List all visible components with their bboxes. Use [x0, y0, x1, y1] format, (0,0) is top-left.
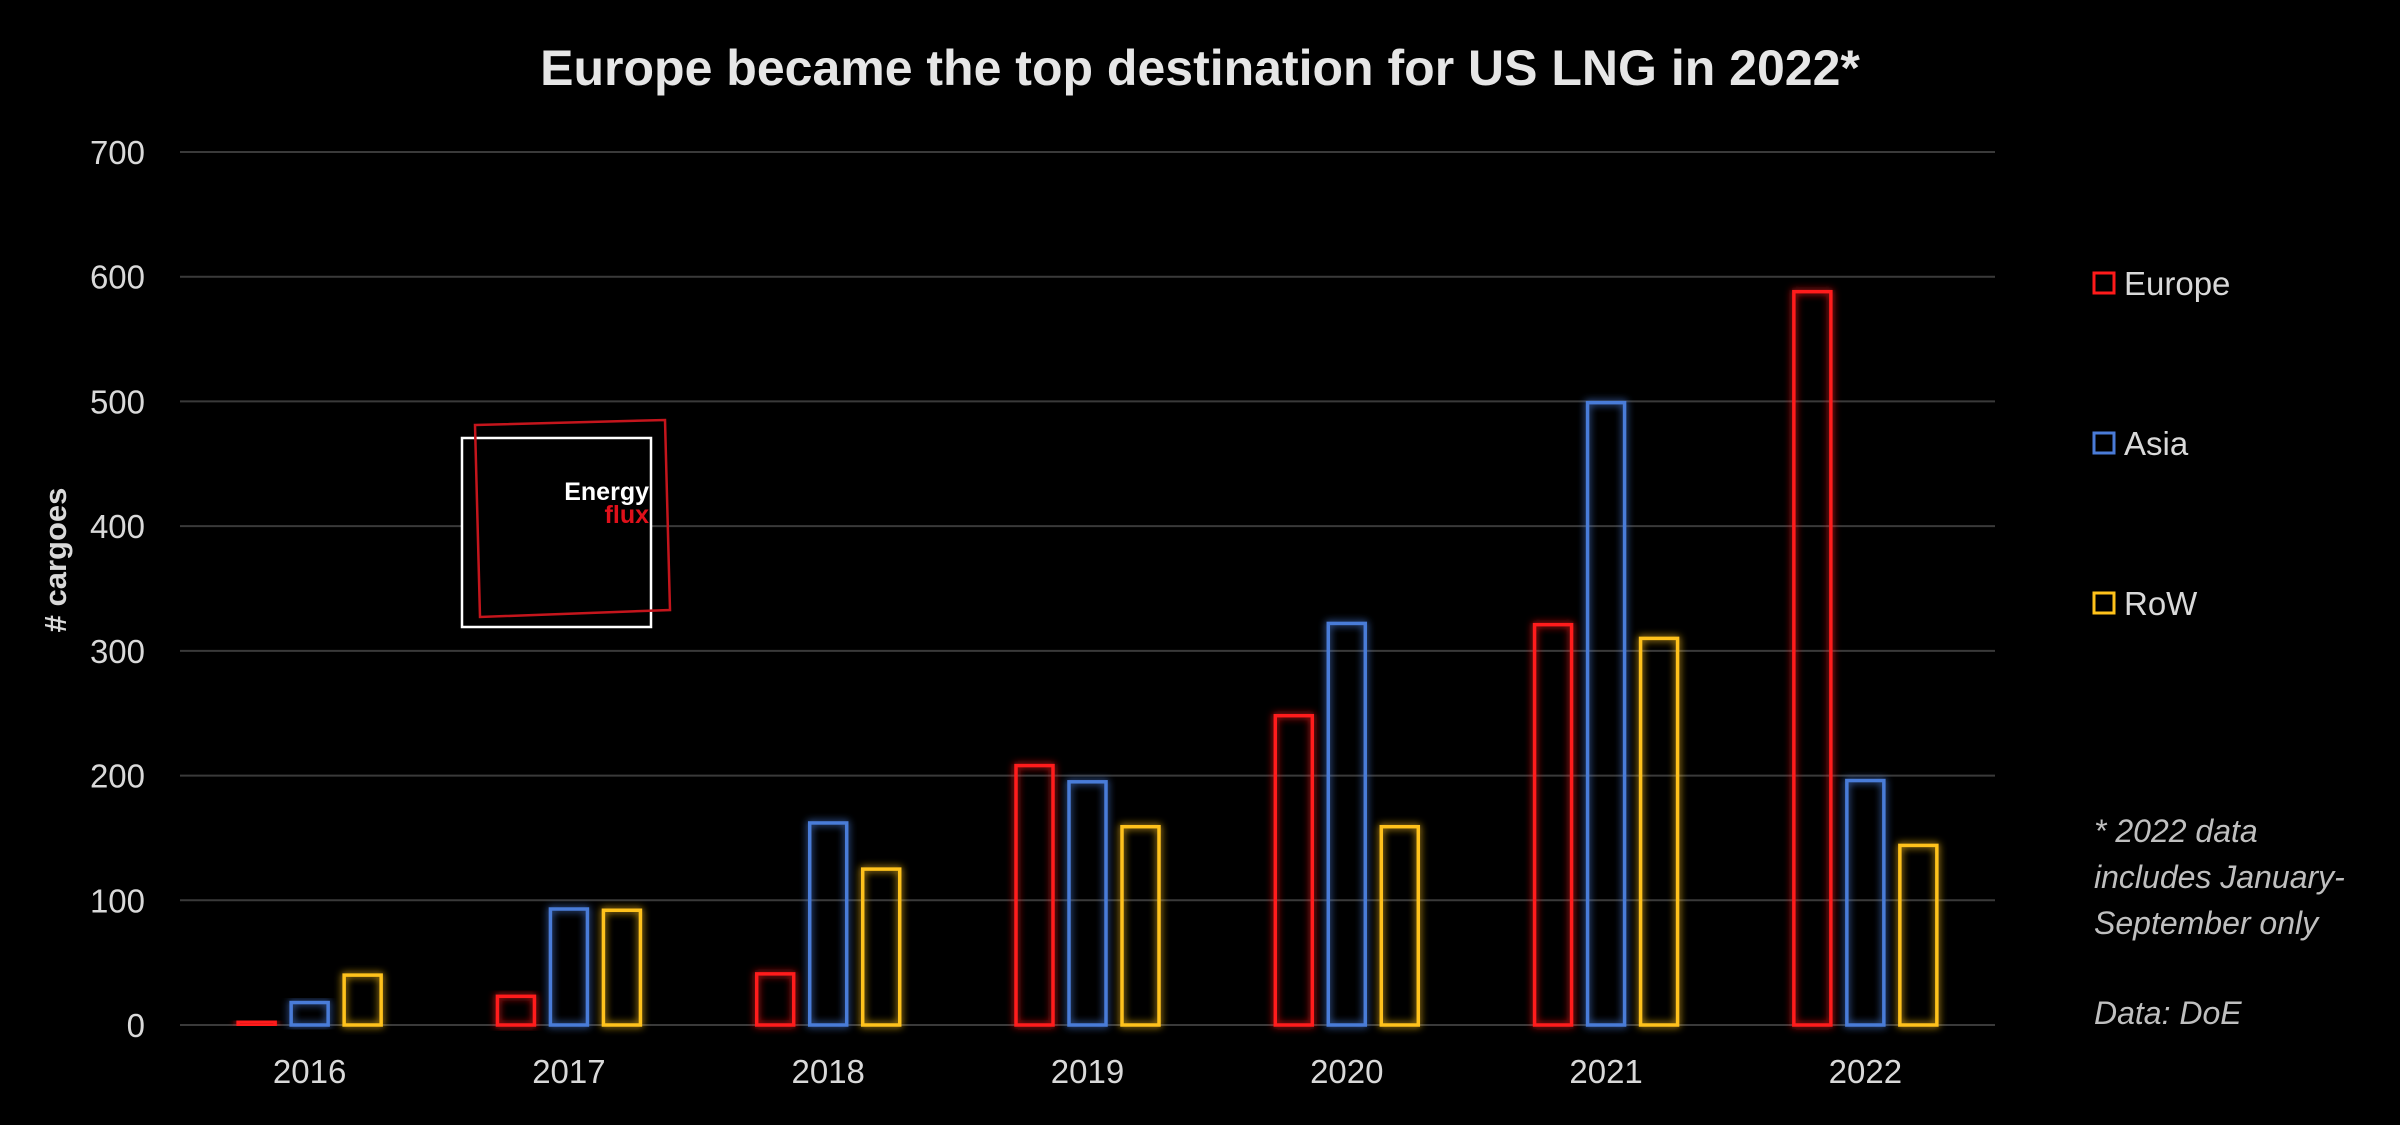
- x-tick-label: 2020: [1310, 1053, 1383, 1090]
- logo-text-energy: Energy: [564, 478, 649, 506]
- bar-europe-2018[interactable]: [754, 972, 796, 1027]
- bar-row-2017[interactable]: [601, 908, 643, 1027]
- bar-row-2021[interactable]: [1638, 636, 1680, 1027]
- legend-swatch-europe: [2092, 271, 2116, 295]
- footnote-line-2: includes January-: [2094, 859, 2345, 895]
- x-tick-label: 2017: [532, 1053, 605, 1090]
- bar-europe-2022[interactable]: [1792, 289, 1833, 1027]
- gridlines: [180, 151, 1995, 1026]
- bar-asia-2020[interactable]: [1326, 621, 1368, 1027]
- bar-row-2022[interactable]: [1898, 843, 1939, 1027]
- bar-row-2019[interactable]: [1120, 824, 1161, 1027]
- bar-europe-2019[interactable]: [1014, 763, 1055, 1027]
- bar-europe-2020[interactable]: [1273, 713, 1315, 1027]
- y-tick-label: 700: [90, 134, 145, 171]
- bar-asia-2017[interactable]: [548, 907, 590, 1027]
- y-tick-label: 300: [90, 633, 145, 670]
- legend-label-asia: Asia: [2124, 425, 2189, 462]
- energy-flux-logo: Energy flux: [460, 418, 672, 629]
- y-tick-label: 400: [90, 508, 145, 545]
- bar-row-2018[interactable]: [860, 867, 902, 1027]
- legend-swatch-asia: [2092, 431, 2116, 455]
- bar-europe-2016[interactable]: [236, 1019, 277, 1027]
- footnote: * 2022 data includes January- September …: [2094, 813, 2345, 1031]
- source-note: Data: DoE: [2094, 995, 2242, 1031]
- y-tick-label: 100: [90, 882, 145, 919]
- bar-asia-2021[interactable]: [1585, 400, 1627, 1027]
- bar-asia-2018[interactable]: [807, 821, 849, 1027]
- bar-asia-2016[interactable]: [289, 1000, 330, 1027]
- legend: Europe Asia RoW: [2092, 265, 2230, 622]
- legend-label-europe: Europe: [2124, 265, 2230, 302]
- y-tick-label: 200: [90, 758, 145, 795]
- x-tick-label: 2018: [792, 1053, 865, 1090]
- logo-frame-white: [460, 436, 653, 629]
- chart-title: Europe became the top destination for US…: [540, 40, 1860, 96]
- legend-item-asia[interactable]: Asia: [2092, 425, 2189, 462]
- legend-item-europe[interactable]: Europe: [2092, 265, 2230, 302]
- x-tick-label: 2019: [1051, 1053, 1124, 1090]
- y-tick-label: 600: [90, 259, 145, 296]
- bars: [236, 289, 1939, 1027]
- bar-row-2016[interactable]: [342, 973, 383, 1027]
- y-axis-label: # cargoes: [38, 488, 73, 633]
- x-axis-ticks: 2016 2017 2018 2019 2020 2021 2022: [273, 1053, 1902, 1090]
- logo-frame-red: [473, 418, 672, 619]
- legend-label-row: RoW: [2124, 585, 2198, 622]
- logo-text-flux: flux: [605, 501, 650, 529]
- y-tick-label: 500: [90, 383, 145, 420]
- bar-row-2020[interactable]: [1379, 824, 1421, 1027]
- y-axis-ticks: 0 100 200 300 400 500 600 700: [90, 134, 145, 1044]
- bar-europe-2017[interactable]: [495, 994, 537, 1027]
- bar-asia-2019[interactable]: [1067, 780, 1108, 1027]
- x-tick-label: 2022: [1829, 1053, 1902, 1090]
- y-tick-label: 0: [127, 1007, 145, 1044]
- legend-item-row[interactable]: RoW: [2092, 585, 2198, 622]
- footnote-line-1: * 2022 data: [2094, 813, 2258, 849]
- bar-asia-2022[interactable]: [1845, 778, 1886, 1027]
- x-tick-label: 2021: [1569, 1053, 1642, 1090]
- footnote-line-3: September only: [2094, 905, 2320, 941]
- bar-europe-2021[interactable]: [1532, 622, 1574, 1027]
- legend-swatch-row: [2092, 591, 2116, 615]
- x-tick-label: 2016: [273, 1053, 346, 1090]
